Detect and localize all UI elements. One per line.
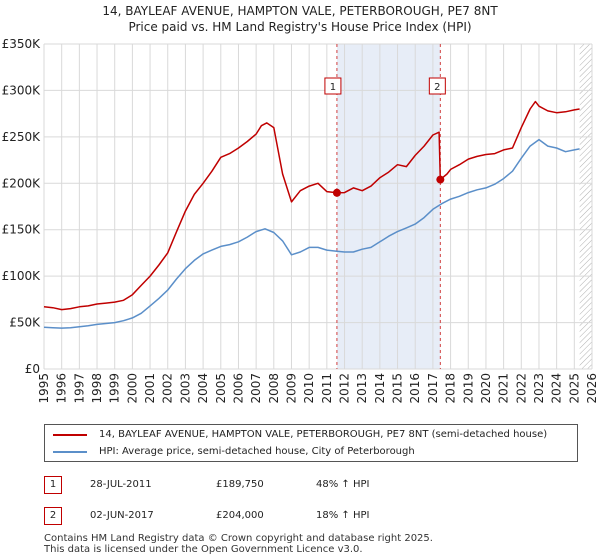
y-tick-label: £100K: [2, 269, 42, 283]
x-tick-label: 2021: [497, 373, 511, 404]
x-tick-label: 2017: [426, 373, 440, 404]
sale-2-point: [436, 175, 445, 184]
x-tick-label: 2000: [125, 373, 139, 404]
x-tick-label: 2005: [214, 373, 228, 404]
x-tick-label: 2014: [373, 373, 387, 404]
x-tick-label: 2008: [267, 373, 281, 404]
x-tick-label: 1995: [37, 373, 51, 404]
x-tick-label: 2018: [444, 373, 458, 404]
sale-row-1: 1 28-JUL-2011 £189,750 48% ↑ HPI: [44, 476, 564, 494]
x-tick-label: 2003: [178, 373, 192, 404]
x-tick-label: 1997: [72, 373, 86, 404]
sale-marker-badge: 1: [44, 476, 62, 494]
legend-item-property: 14, BAYLEAF AVENUE, HAMPTON VALE, PETERB…: [53, 427, 547, 443]
sale-date: 28-JUL-2011: [90, 479, 152, 490]
x-tick-label: 2024: [550, 373, 564, 404]
footer-licence: This data is licensed under the Open Gov…: [44, 544, 363, 555]
y-tick-label: £350K: [2, 37, 42, 51]
sale-2-label: 2: [434, 82, 440, 93]
x-tick-label: 2019: [461, 373, 475, 404]
x-tick-label: 2013: [355, 373, 369, 404]
sale-date: 02-JUN-2017: [90, 510, 154, 521]
x-tick-label: 2009: [284, 373, 298, 404]
x-tick-label: 2012: [338, 373, 352, 404]
x-tick-label: 2007: [249, 373, 263, 404]
footer-copyright: Contains HM Land Registry data © Crown c…: [44, 533, 433, 544]
property-price-line: [43, 100, 580, 311]
price-chart: 1 2 £0 £50K £100K £150K £200K £250K £300K £350K 1…: [2, 37, 599, 404]
plot-area: [44, 44, 592, 369]
legend-property-swatch: [53, 434, 87, 436]
legend: 14, BAYLEAF AVENUE, HAMPTON VALE, PETERB…: [44, 424, 578, 462]
legend-hpi-label: HPI: Average price, semi-detached house,…: [99, 446, 415, 457]
x-tick-label: 2016: [408, 373, 422, 404]
sale-2-label-box: [428, 77, 446, 95]
sale-price: £189,750: [216, 479, 264, 490]
sale-1-label: 1: [330, 82, 336, 93]
x-tick-label: 2002: [161, 373, 175, 404]
x-tick-label: 2011: [320, 373, 334, 404]
sale-1-label-box: [324, 77, 342, 95]
x-tick-label: 2015: [391, 373, 405, 404]
y-tick-label: £50K: [9, 316, 41, 330]
hpi-line: [43, 138, 580, 329]
x-tick-label: 2026: [585, 373, 599, 404]
y-tick-label: £300K: [2, 83, 42, 97]
x-tick-label: 2022: [514, 373, 528, 404]
x-tick-label: 2025: [567, 373, 581, 404]
legend-property-label: 14, BAYLEAF AVENUE, HAMPTON VALE, PETERB…: [99, 429, 548, 440]
chart-subtitle: Price paid vs. HM Land Registry's House …: [128, 20, 472, 34]
sale-hpi-change: 18% ↑ HPI: [316, 510, 370, 521]
ownership-shade: [336, 44, 441, 369]
y-tick-label: £200K: [2, 176, 42, 190]
y-tick-label: £0: [25, 362, 40, 376]
chart-title: 14, BAYLEAF AVENUE, HAMPTON VALE, PETERB…: [102, 4, 498, 18]
x-tick-label: 1999: [108, 373, 122, 404]
x-tick-label: 2020: [479, 373, 493, 404]
sale-row-2: 2 02-JUN-2017 £204,000 18% ↑ HPI: [44, 507, 564, 525]
y-tick-label: £150K: [2, 223, 42, 237]
sale-1-point: [332, 188, 341, 197]
legend-hpi-swatch: [53, 451, 87, 453]
x-tick-label: 1996: [55, 373, 69, 404]
x-tick-label: 1998: [90, 373, 104, 404]
x-tick-label: 2006: [231, 373, 245, 404]
sale-marker-badge: 2: [44, 507, 62, 525]
forecast-hatch: [579, 44, 592, 369]
x-tick-label: 2004: [196, 373, 210, 404]
x-tick-label: 2023: [532, 373, 546, 404]
sale-price: £204,000: [216, 510, 264, 521]
x-tick-label: 2001: [143, 373, 157, 404]
sale-hpi-change: 48% ↑ HPI: [316, 479, 370, 490]
legend-item-hpi: HPI: Average price, semi-detached house,…: [53, 444, 415, 460]
y-tick-label: £250K: [2, 130, 42, 144]
x-tick-label: 2010: [302, 373, 316, 404]
